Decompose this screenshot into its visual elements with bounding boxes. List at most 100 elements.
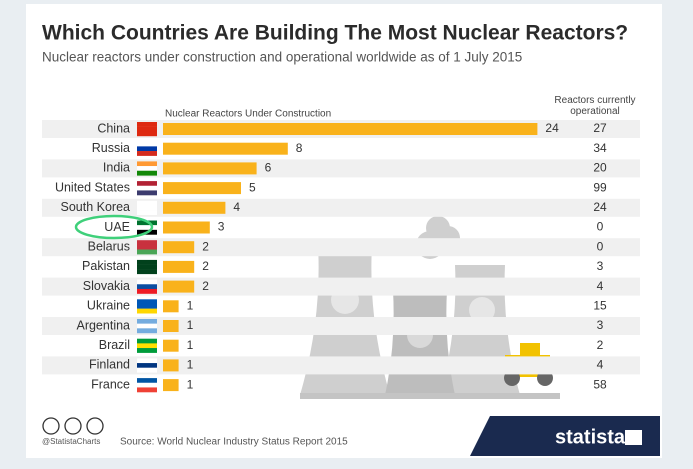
flag — [137, 200, 157, 206]
value-label: 5 — [249, 180, 256, 194]
flag — [137, 161, 157, 167]
value-label: 2 — [202, 259, 209, 273]
flag — [137, 126, 157, 132]
flag — [137, 284, 157, 290]
category-label: UAE — [104, 220, 130, 234]
value-label: 1 — [187, 318, 194, 332]
category-label: France — [91, 377, 130, 391]
operational-value: 99 — [593, 180, 607, 194]
brand-band — [470, 416, 660, 456]
row-band — [42, 277, 640, 296]
brand-logo — [625, 430, 642, 445]
bar — [163, 182, 241, 195]
column-header: Nuclear Reactors Under Construction — [165, 109, 331, 120]
category-label: Ukraine — [87, 299, 130, 313]
flag — [137, 146, 157, 152]
category-label: India — [103, 161, 130, 175]
operational-value: 0 — [597, 220, 604, 234]
category-label: Brazil — [99, 338, 130, 352]
row-band — [42, 317, 640, 335]
operational-header: Reactors currently operational — [554, 95, 636, 117]
flag — [137, 288, 157, 294]
flag — [137, 319, 157, 324]
operational-value: 15 — [593, 298, 607, 312]
flag — [137, 205, 157, 211]
subtitle: Nuclear reactors under construction and … — [42, 50, 522, 65]
category-label: China — [97, 121, 130, 135]
category-label: Argentina — [76, 318, 130, 332]
operational-value: 24 — [593, 200, 607, 214]
credit: @StatistaCharts — [42, 437, 100, 446]
flag — [137, 367, 157, 373]
flag — [137, 131, 157, 137]
flag — [137, 170, 157, 176]
bar — [163, 280, 195, 293]
value-label: 1 — [187, 377, 194, 391]
flag — [137, 264, 157, 270]
source: Source: World Nuclear Industry Status Re… — [120, 437, 348, 448]
operational-value: 4 — [597, 279, 604, 293]
flag — [137, 190, 157, 196]
flag — [137, 363, 157, 368]
flag — [137, 249, 157, 255]
flag — [137, 225, 157, 231]
flag — [137, 151, 157, 156]
flag — [137, 185, 157, 191]
bar — [163, 379, 179, 392]
operational-value: 34 — [593, 141, 607, 155]
flag — [137, 269, 157, 275]
flag — [137, 328, 157, 334]
row-band — [42, 238, 640, 257]
bar — [163, 320, 179, 332]
row-band — [42, 159, 640, 178]
flag — [137, 166, 157, 171]
flag — [137, 220, 157, 226]
flag — [137, 343, 157, 349]
flag — [137, 323, 157, 329]
cc-icons — [42, 417, 104, 435]
bar — [163, 142, 288, 155]
bar — [163, 123, 538, 135]
highlight — [74, 214, 154, 240]
bar — [163, 359, 179, 372]
category-label: South Korea — [61, 200, 131, 214]
flag — [137, 303, 157, 309]
bar — [163, 221, 210, 234]
brand: statista — [555, 426, 626, 448]
operational-value: 3 — [597, 318, 604, 332]
category-label: Russia — [92, 141, 130, 155]
operational-value: 58 — [593, 377, 607, 391]
flag — [137, 387, 157, 393]
flag — [137, 210, 157, 215]
value-label: 4 — [233, 200, 240, 214]
category-label: United States — [55, 180, 130, 194]
flag — [137, 181, 157, 186]
flag — [137, 279, 157, 285]
value-label: 1 — [187, 298, 194, 312]
flag — [137, 122, 157, 127]
flag — [137, 259, 157, 265]
flag — [137, 308, 157, 314]
category-label: Belarus — [88, 239, 130, 253]
flag — [137, 358, 157, 364]
flag — [137, 244, 157, 250]
value-label: 1 — [187, 358, 194, 372]
flag — [137, 382, 157, 388]
title: Which Countries Are Building The Most Nu… — [42, 22, 628, 45]
value-label: 2 — [202, 239, 209, 253]
row-band — [42, 356, 640, 375]
value-label: 1 — [187, 338, 194, 352]
operational-value: 2 — [597, 338, 604, 352]
operational-value: 0 — [597, 239, 604, 253]
operational-value: 20 — [593, 161, 607, 175]
flag — [137, 299, 157, 305]
value-label: 24 — [545, 121, 559, 135]
flag — [137, 348, 157, 353]
operational-value: 3 — [597, 259, 604, 273]
bar — [163, 201, 226, 214]
value-label: 6 — [265, 161, 272, 175]
bar — [163, 339, 179, 352]
flag — [137, 378, 157, 383]
